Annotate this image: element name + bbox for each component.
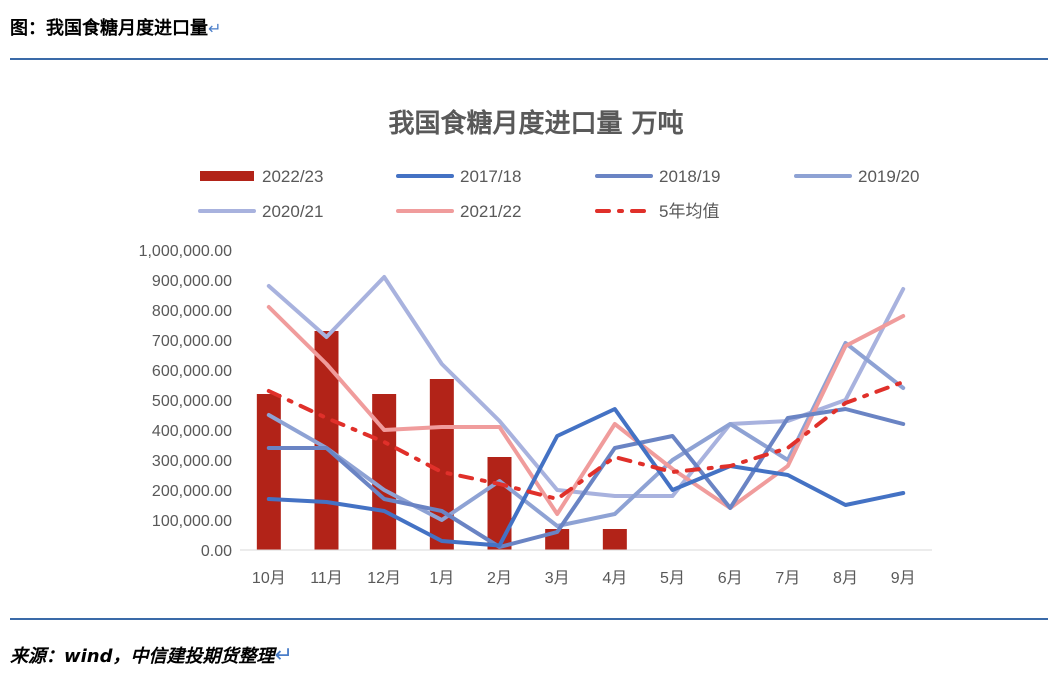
series-line-5年均值 (266, 380, 906, 501)
bar-4月 (602, 529, 627, 550)
x-tick-label: 7月 (775, 570, 800, 587)
series-line-2018/19 (266, 407, 906, 549)
y-tick-label: 200,000.00 (152, 483, 232, 500)
x-tick-label: 9月 (891, 570, 916, 587)
legend-label: 2022/23 (262, 167, 323, 186)
y-tick-label: 1,000,000.00 (139, 243, 233, 260)
x-tick-label: 10月 (252, 570, 286, 587)
x-axis: 10月 11月 12月 1月 2月 3月 4月 5月 6月 7月 8月 9月 (252, 570, 916, 587)
y-tick-label: 700,000.00 (152, 333, 232, 350)
legend-swatch (200, 171, 254, 181)
y-tick-label: 800,000.00 (152, 303, 232, 320)
return-mark-icon: ↵ (274, 643, 293, 668)
bottom-divider (10, 618, 1048, 620)
y-tick-label: 900,000.00 (152, 273, 232, 290)
y-tick-label: 300,000.00 (152, 453, 232, 470)
x-tick-label: 2月 (487, 570, 512, 587)
series-line-2017/18 (266, 407, 906, 548)
x-tick-label: 11月 (310, 570, 343, 587)
series-line-2021/22 (266, 305, 906, 516)
figure-caption-text: 图：我国食糖月度进口量 (10, 18, 208, 39)
series-line-2020/21 (266, 275, 906, 498)
y-tick-label: 400,000.00 (152, 423, 232, 440)
legend-label: 2018/19 (659, 167, 720, 186)
bar-1月 (429, 379, 454, 550)
x-tick-label: 4月 (602, 570, 627, 587)
x-tick-label: 6月 (718, 570, 743, 587)
bar-11月 (314, 331, 339, 550)
legend-item-5年均值: 5年均值 (595, 202, 719, 221)
legend-label: 2017/18 (460, 167, 521, 186)
x-tick-label: 1月 (429, 570, 454, 587)
line-series-group (266, 275, 906, 549)
x-tick-label: 5月 (660, 570, 685, 587)
legend-item-2021/22: 2021/22 (396, 202, 521, 221)
source-note: 来源：wind，中信建投期货整理↵ (10, 642, 293, 668)
top-divider (10, 58, 1048, 60)
legend-item-2019/20: 2019/20 (794, 167, 919, 186)
figure-caption: 图：我国食糖月度进口量↵ (10, 14, 221, 40)
chart-legend: 2022/23 2017/18 2018/19 2019/20 2020/21 2021/… (198, 167, 919, 221)
source-text: 来源：wind，中信建投期货整理 (10, 646, 275, 667)
legend-label: 2019/20 (858, 167, 919, 186)
bar-2月 (487, 457, 512, 550)
legend-label: 2020/21 (262, 202, 323, 221)
legend-item-2022/23: 2022/23 (200, 167, 323, 186)
legend-item-2020/21: 2020/21 (198, 202, 323, 221)
y-axis: 0.00 100,000.00 200,000.00 300,000.00 400,00… (139, 243, 233, 560)
legend-item-2017/18: 2017/18 (396, 167, 521, 186)
y-tick-label: 100,000.00 (152, 513, 232, 530)
return-mark-icon: ↵ (208, 19, 222, 38)
legend-label: 2021/22 (460, 202, 521, 221)
x-tick-label: 8月 (833, 570, 858, 587)
y-tick-label: 600,000.00 (152, 363, 232, 380)
x-tick-label: 3月 (545, 570, 570, 587)
chart-title: 我国食糖月度进口量 万吨 (388, 108, 683, 139)
y-tick-label: 0.00 (201, 543, 232, 560)
legend-item-2018/19: 2018/19 (595, 167, 720, 186)
bar-10月 (256, 394, 281, 550)
y-tick-label: 500,000.00 (152, 393, 232, 410)
x-tick-label: 12月 (367, 570, 401, 587)
legend-label: 5年均值 (659, 202, 719, 221)
